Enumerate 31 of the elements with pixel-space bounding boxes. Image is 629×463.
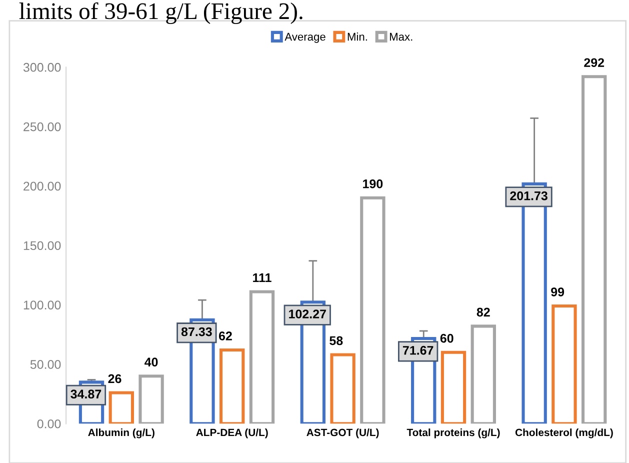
y-tick-label: 150.00 xyxy=(24,241,61,250)
data-label: 87.33 xyxy=(181,327,212,336)
legend-label: Min. xyxy=(348,32,367,41)
data-label: 71.67 xyxy=(402,346,434,355)
data-label: 102.27 xyxy=(289,310,326,318)
text: limits of 39-61 g/L (Figure 2). xyxy=(19,2,302,24)
x-tick-label: ALP-DEA (U/L) xyxy=(196,428,268,438)
y-tick-label: 100.00 xyxy=(24,300,61,310)
data-label: 60 xyxy=(440,334,454,343)
x-tick-label: Total proteins (g/L) xyxy=(406,428,500,438)
legend-label: Average xyxy=(284,32,326,43)
x-tick-label: AST-GOT (U/L) xyxy=(306,428,379,438)
data-label: 99 xyxy=(551,288,564,296)
data-label: 34.87 xyxy=(70,390,102,399)
data-label: 58 xyxy=(330,336,343,346)
data-label: 62 xyxy=(218,332,232,340)
data-label: 111 xyxy=(253,273,272,282)
y-tick-label: 250.00 xyxy=(24,122,61,132)
data-label: 292 xyxy=(584,58,604,68)
data-label: 26 xyxy=(108,374,122,384)
y-tick-label: 200.00 xyxy=(24,182,61,191)
y-tick-label: 50.00 xyxy=(30,360,61,369)
x-tick-label: Albumin (g/L) xyxy=(88,428,154,438)
y-tick-label: 300.00 xyxy=(23,62,61,72)
data-label: 82 xyxy=(476,308,490,317)
data-label: 40 xyxy=(144,358,158,367)
x-tick-label: Cholesterol (mg/dL) xyxy=(515,428,613,438)
legend-label: Max. xyxy=(390,32,412,41)
data-label: 201.73 xyxy=(510,191,548,200)
data-label: 190 xyxy=(363,179,383,188)
y-tick-label: 0.00 xyxy=(37,419,61,428)
